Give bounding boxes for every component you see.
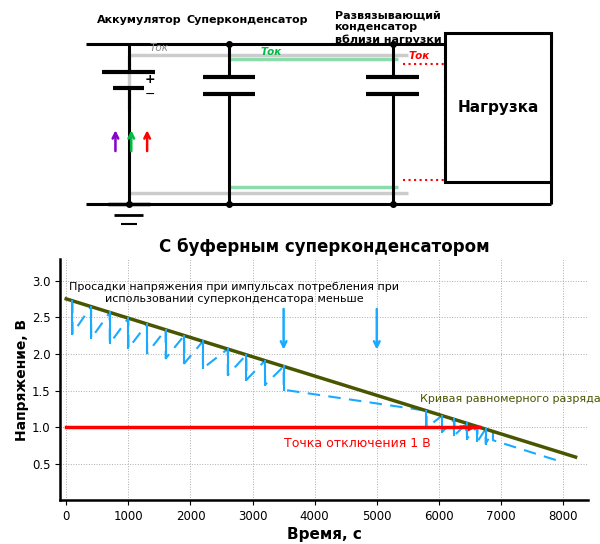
Text: Аккумулятор: Аккумулятор [97,15,182,25]
Y-axis label: Напряжение, В: Напряжение, В [15,318,29,441]
Text: Ток: Ток [260,47,282,57]
Text: +: + [145,72,155,85]
Text: −: − [145,88,155,101]
Text: Точка отключения 1 В: Точка отключения 1 В [284,437,430,450]
Text: Просадки напряжения при импульсах потребления при
использовании суперконденсатор: Просадки напряжения при импульсах потреб… [69,282,399,304]
Bar [445,33,551,182]
Text: Ток: Ток [150,42,169,53]
Text: Ток: Ток [409,52,430,61]
X-axis label: Время, с: Время, с [287,527,361,542]
Text: Нагрузка: Нагрузка [458,100,539,115]
Text: Суперконденсатор: Суперконденсатор [187,15,308,25]
Text: Кривая равномерного разряда: Кривая равномерного разряда [420,394,600,404]
Text: Развязывающий
конденсатор
вблизи нагрузки: Развязывающий конденсатор вблизи нагрузк… [335,11,441,45]
Title: С буферным суперконденсатором: С буферным суперконденсатором [158,237,490,256]
